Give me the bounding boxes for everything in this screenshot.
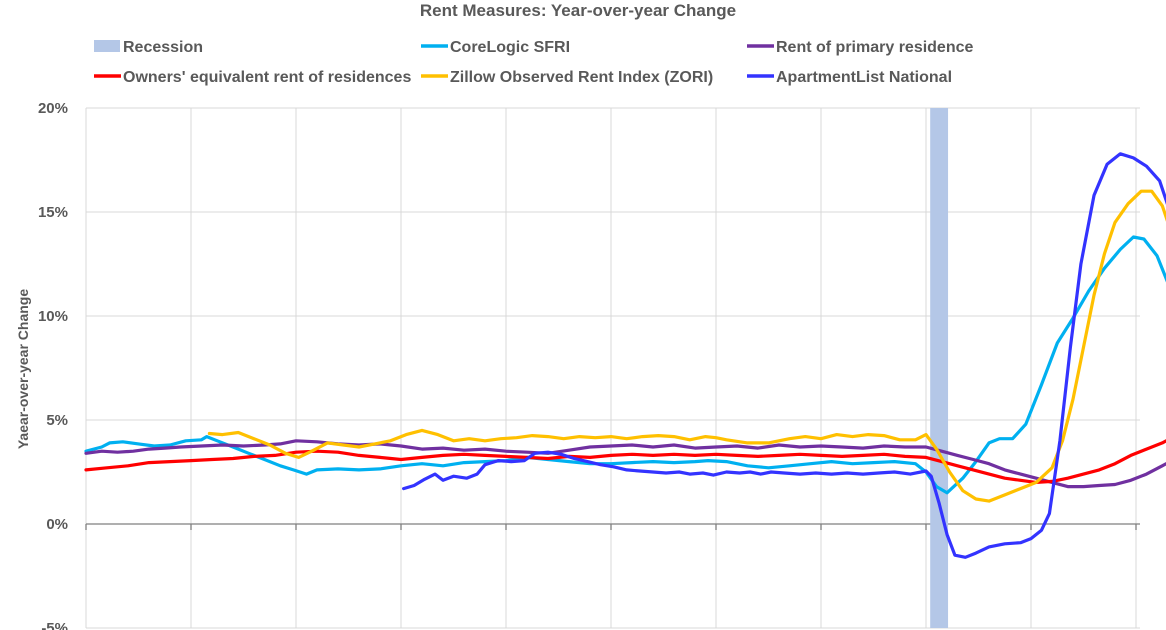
series-lines bbox=[84, 152, 1166, 559]
legend-label: Recession bbox=[123, 39, 203, 56]
y-tick-label: 5% bbox=[46, 412, 68, 429]
y-tick-label: -5% bbox=[41, 620, 68, 630]
y-tick-label: 0% bbox=[46, 516, 68, 533]
y-tick-label: 10% bbox=[38, 308, 68, 325]
y-axis-label: Yaear-over-year Change bbox=[15, 289, 31, 450]
legend: Recession CoreLogic SFRI Rent of primary r… bbox=[94, 39, 974, 86]
chart-title: Rent Measures: Year-over-year Change bbox=[420, 1, 736, 20]
legend-label: Zillow Observed Rent Index (ZORI) bbox=[450, 69, 713, 86]
legend-label: Owners' equivalent rent of residences bbox=[123, 69, 411, 86]
gridlines bbox=[85, 107, 1140, 629]
series-line-zillow-observed-rent-index-zori bbox=[207, 189, 1166, 503]
y-axis-ticks: -5% 0% 5% 10% 15% 20% bbox=[38, 100, 68, 630]
legend-swatch-recession bbox=[94, 40, 120, 52]
series-line-apartmentlist-national bbox=[402, 152, 1166, 559]
recession-bar bbox=[930, 108, 949, 628]
series-line-owners-equivalent-rent-of-residences bbox=[84, 439, 1166, 484]
y-tick-label: 15% bbox=[38, 204, 68, 221]
legend-label: ApartmentList National bbox=[776, 69, 952, 86]
y-tick-label: 20% bbox=[38, 100, 68, 117]
recession-band bbox=[930, 108, 949, 628]
legend-label: CoreLogic SFRI bbox=[450, 39, 570, 56]
series-line-rent-of-primary-residence bbox=[84, 439, 1166, 489]
legend-label: Rent of primary residence bbox=[776, 39, 974, 56]
